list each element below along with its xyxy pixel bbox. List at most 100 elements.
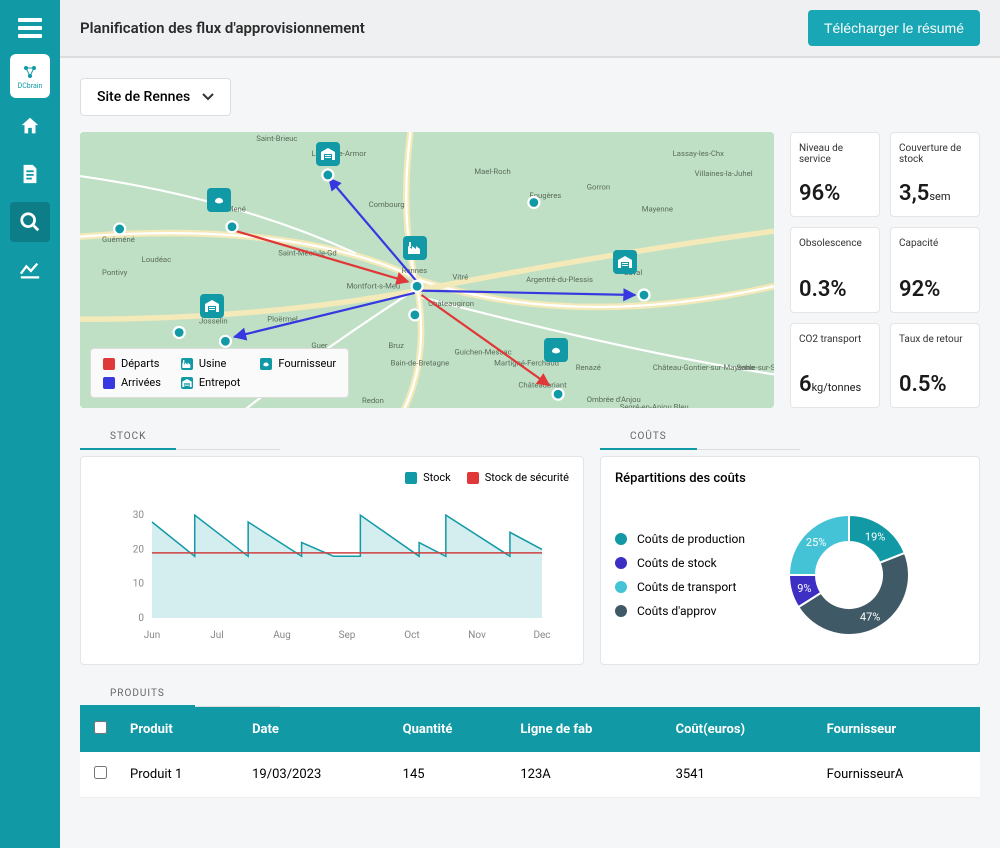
logo-text: DCbrain bbox=[18, 82, 43, 90]
svg-text:20: 20 bbox=[133, 544, 145, 555]
legend-item: Arrivées bbox=[103, 376, 161, 389]
svg-text:Sep: Sep bbox=[339, 630, 356, 641]
table-cell: 145 bbox=[393, 752, 511, 798]
nav-analytics[interactable] bbox=[10, 250, 50, 290]
svg-text:Mayenne: Mayenne bbox=[642, 204, 673, 213]
svg-text:Segré-en-Anjou Bleu: Segré-en-Anjou Bleu bbox=[620, 403, 689, 408]
map-node-supplier[interactable] bbox=[544, 338, 568, 362]
nav-document[interactable] bbox=[10, 154, 50, 194]
svg-text:Aug: Aug bbox=[273, 630, 291, 641]
table-header: Quantité bbox=[393, 707, 511, 752]
kpi-value: 0.5% bbox=[899, 372, 971, 397]
table-header: Produit bbox=[120, 707, 242, 752]
svg-text:Vitré: Vitré bbox=[452, 273, 468, 282]
kpi-value: 0.3% bbox=[799, 277, 871, 302]
kpi-card: Capacité 92% bbox=[890, 227, 980, 312]
sidebar: DCbrain bbox=[0, 0, 60, 848]
table-header: Coût(euros) bbox=[666, 707, 817, 752]
svg-text:Combourg: Combourg bbox=[369, 200, 405, 209]
kpi-card: Niveau de service 96% bbox=[790, 132, 880, 217]
download-button[interactable]: Télécharger le résumé bbox=[808, 10, 980, 46]
donut-chart: 19% 47% 9% 25% bbox=[759, 500, 929, 650]
svg-text:25%: 25% bbox=[806, 536, 826, 549]
section-title-products: PRODUITS bbox=[80, 682, 195, 707]
kpi-value: 92% bbox=[899, 277, 971, 302]
legend-item: Stock de sécurité bbox=[467, 471, 569, 484]
svg-text:Pontivy: Pontivy bbox=[102, 268, 128, 277]
table-cell: 3541 bbox=[666, 752, 817, 798]
svg-text:Guéméné: Guéméné bbox=[102, 235, 135, 244]
legend-item: Coûts de production bbox=[615, 532, 745, 546]
svg-text:Bain-de-Bretagne: Bain-de-Bretagne bbox=[391, 359, 450, 368]
kpi-grid: Niveau de service 96%Couverture de stock… bbox=[790, 132, 980, 408]
svg-text:Jun: Jun bbox=[144, 630, 161, 641]
map-legend: DépartsArrivées UsineEntrepot Fournisseu… bbox=[90, 348, 349, 398]
table-cell: 19/03/2023 bbox=[242, 752, 393, 798]
table-cell: Produit 1 bbox=[120, 752, 242, 798]
site-selector[interactable]: Site de Rennes bbox=[80, 78, 231, 116]
svg-text:Argentré-du-Plessis: Argentré-du-Plessis bbox=[526, 275, 593, 284]
nav-home[interactable] bbox=[10, 106, 50, 146]
table-header: Date bbox=[242, 707, 393, 752]
kpi-card: Couverture de stock 3,5sem bbox=[890, 132, 980, 217]
svg-text:Redon: Redon bbox=[362, 396, 384, 405]
legend-item: Fournisseur bbox=[260, 357, 336, 370]
topbar: Planification des flux d'approvisionneme… bbox=[60, 0, 1000, 58]
svg-text:19%: 19% bbox=[865, 531, 885, 544]
svg-text:47%: 47% bbox=[860, 610, 880, 623]
table-row[interactable]: Produit 119/03/2023145123A3541Fournisseu… bbox=[80, 752, 980, 798]
svg-text:9%: 9% bbox=[797, 582, 811, 595]
map-node-factory[interactable] bbox=[403, 236, 427, 260]
checkbox-header[interactable] bbox=[80, 707, 120, 752]
row-checkbox[interactable] bbox=[94, 766, 107, 779]
table-cell: 123A bbox=[510, 752, 665, 798]
kpi-label: Capacité bbox=[899, 238, 971, 249]
svg-text:0: 0 bbox=[138, 613, 144, 624]
stock-chart-card: StockStock de sécurité 0102030JunJulAugS… bbox=[80, 456, 584, 665]
stock-chart: 0102030JunJulAugSepOctNovDec bbox=[95, 488, 569, 648]
legend-item: Départs bbox=[103, 357, 161, 370]
page-title: Planification des flux d'approvisionneme… bbox=[80, 19, 365, 37]
legend-item: Usine bbox=[181, 357, 240, 370]
svg-text:Josselin: Josselin bbox=[199, 317, 228, 326]
logo[interactable]: DCbrain bbox=[10, 54, 50, 98]
kpi-value: 96% bbox=[799, 181, 871, 206]
nav-search[interactable] bbox=[10, 202, 50, 242]
map-panel[interactable]: Saint-BrieucLamballe-ArmorLe MenéCombour… bbox=[80, 132, 774, 408]
svg-text:Lassay-les-Chx: Lassay-les-Chx bbox=[673, 149, 725, 158]
map-node-warehouse[interactable] bbox=[613, 250, 637, 274]
svg-text:Dec: Dec bbox=[533, 630, 550, 641]
costs-chart-title: Répartitions des coûts bbox=[615, 471, 965, 486]
legend-item: Coûts de transport bbox=[615, 580, 745, 594]
kpi-label: Taux de retour bbox=[899, 334, 971, 345]
svg-text:Montfort-s-Meu: Montfort-s-Meu bbox=[347, 281, 401, 290]
products-table: ProduitDateQuantitéLigne de fabCoût(euro… bbox=[80, 707, 980, 798]
kpi-value: 6kg/tonnes bbox=[799, 372, 871, 397]
svg-text:Saint-Brieuc: Saint-Brieuc bbox=[256, 134, 297, 143]
svg-text:Loudéac: Loudéac bbox=[142, 255, 171, 264]
svg-text:Bruz: Bruz bbox=[388, 341, 404, 350]
kpi-card: Taux de retour 0.5% bbox=[890, 323, 980, 408]
svg-text:30: 30 bbox=[133, 510, 145, 521]
svg-text:Sable-sur-Sarthe: Sable-sur-Sarthe bbox=[737, 363, 774, 372]
table-cell: FournisseurA bbox=[817, 752, 980, 798]
svg-text:Renazé: Renazé bbox=[576, 363, 601, 372]
svg-text:Nov: Nov bbox=[468, 630, 486, 641]
section-title-costs: COÛTS bbox=[600, 425, 697, 450]
kpi-label: Niveau de service bbox=[799, 143, 871, 165]
kpi-value: 3,5sem bbox=[899, 181, 971, 206]
kpi-label: CO2 transport bbox=[799, 334, 871, 345]
map-node-supplier[interactable] bbox=[207, 188, 231, 212]
svg-text:Oct: Oct bbox=[404, 630, 419, 641]
table-header: Ligne de fab bbox=[510, 707, 665, 752]
svg-text:Mael-Roch: Mael-Roch bbox=[474, 167, 510, 176]
map-node-warehouse[interactable] bbox=[316, 142, 340, 166]
kpi-label: Obsolescence bbox=[799, 238, 871, 249]
legend-item: Coûts de stock bbox=[615, 556, 745, 570]
main-content: Planification des flux d'approvisionneme… bbox=[60, 0, 1000, 848]
legend-item: Coûts d'approv bbox=[615, 604, 745, 618]
map-node-warehouse[interactable] bbox=[200, 294, 224, 318]
hamburger-icon[interactable] bbox=[10, 10, 50, 46]
chevron-down-icon bbox=[202, 93, 214, 101]
kpi-card: Obsolescence 0.3% bbox=[790, 227, 880, 312]
